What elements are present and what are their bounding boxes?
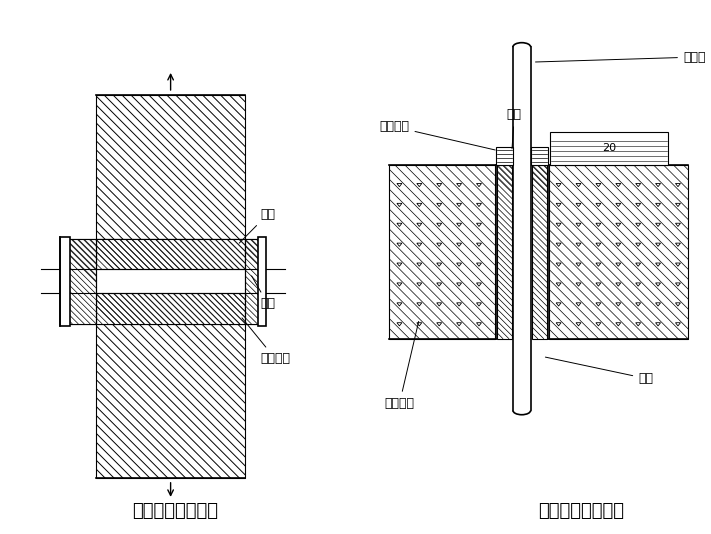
Text: 套管: 套管 [239,208,275,243]
Bar [245,239,260,324]
Bar [532,164,547,339]
Text: 沥青麻刀: 沥青麻刀 [380,120,495,150]
Bar [60,237,70,326]
Bar [550,132,668,164]
Bar [530,147,547,164]
Text: 套管穿楼板的做法: 套管穿楼板的做法 [538,502,624,520]
Text: 水泥砂浆: 水泥砂浆 [385,321,419,410]
Bar [258,237,266,326]
Bar [96,95,245,239]
Text: 沥青麻刀: 沥青麻刀 [242,318,290,365]
Bar [497,164,512,339]
Bar [390,164,495,339]
Text: 套管: 套管 [545,357,653,385]
Bar [96,293,245,324]
Bar [496,147,513,164]
Text: 沥青: 沥青 [507,108,522,149]
Text: 防水套管穿墙做法: 防水套管穿墙做法 [132,502,218,520]
Bar [66,239,96,324]
Bar [96,239,245,270]
Text: 沥青: 沥青 [252,276,275,310]
Bar [549,164,688,339]
Text: 煤气管: 煤气管 [535,51,705,64]
Text: 20: 20 [602,143,616,153]
Bar [96,324,245,478]
